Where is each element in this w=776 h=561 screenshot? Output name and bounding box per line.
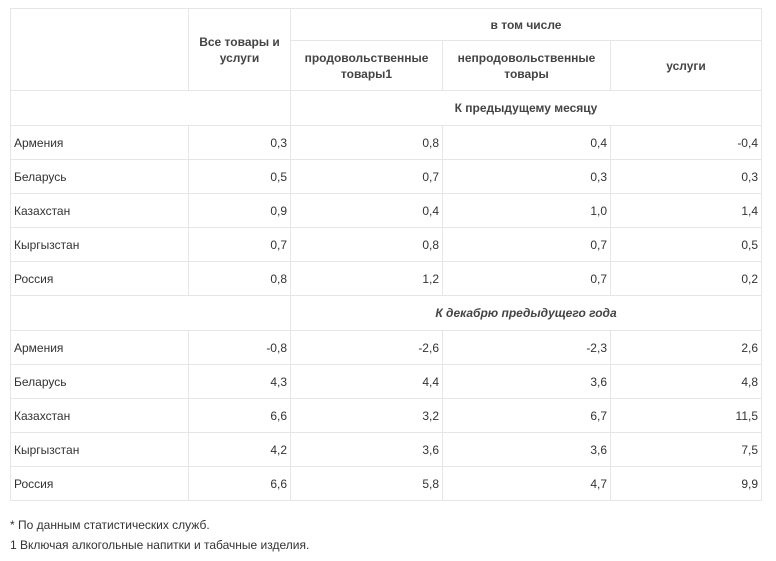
all-cell: 4,2 <box>188 432 291 467</box>
header-row-1: Все товары и услуги в том числе <box>10 8 762 91</box>
nonfood-cell: 0,4 <box>442 125 611 160</box>
food-cell: 1,2 <box>290 261 443 296</box>
services-cell: 1,4 <box>610 193 762 228</box>
footnotes: * По данным статистических служб. 1 Вклю… <box>10 515 309 555</box>
nonfood-cell: 3,6 <box>442 432 611 467</box>
food-cell: 4,4 <box>290 364 443 399</box>
country-cell: Беларусь <box>10 159 189 194</box>
country-cell: Россия <box>10 261 189 296</box>
nonfood-cell: 0,7 <box>442 261 611 296</box>
country-cell: Казахстан <box>10 398 189 433</box>
food-cell: 3,2 <box>290 398 443 433</box>
header-services: услуги <box>610 40 762 91</box>
header-including: в том числе <box>290 8 762 41</box>
all-cell: 0,5 <box>188 159 291 194</box>
table-row: Армения -0,8 -2,6 -2,3 2,6 <box>10 330 762 365</box>
services-cell: -0,4 <box>610 125 762 160</box>
nonfood-cell: 0,3 <box>442 159 611 194</box>
nonfood-cell: 6,7 <box>442 398 611 433</box>
all-cell: 6,6 <box>188 398 291 433</box>
table-row: Кыргызстан 4,2 3,6 3,6 7,5 <box>10 432 762 467</box>
footnote: * По данным статистических служб. <box>10 518 210 532</box>
services-cell: 7,5 <box>610 432 762 467</box>
all-cell: 0,9 <box>188 193 291 228</box>
all-cell: -0,8 <box>188 330 291 365</box>
section-title: К декабрю предыдущего года <box>290 295 762 331</box>
all-cell: 0,7 <box>188 227 291 262</box>
section-spacer <box>10 295 291 331</box>
food-cell: 3,6 <box>290 432 443 467</box>
table-row: Казахстан 6,6 3,2 6,7 11,5 <box>10 398 762 433</box>
services-cell: 0,3 <box>610 159 762 194</box>
table-row: Казахстан 0,9 0,4 1,0 1,4 <box>10 193 762 228</box>
table-row: Армения 0,3 0,8 0,4 -0,4 <box>10 125 762 160</box>
all-cell: 0,8 <box>188 261 291 296</box>
header-empty-cell <box>10 8 189 91</box>
header-food: продовольственные товары1 <box>290 40 443 91</box>
nonfood-cell: 3,6 <box>442 364 611 399</box>
all-cell: 6,6 <box>188 466 291 501</box>
section-row: К декабрю предыдущего года <box>10 295 762 331</box>
price-index-table: Все товары и услуги в том числе продовол… <box>10 8 762 501</box>
table-row: Беларусь 4,3 4,4 3,6 4,8 <box>10 364 762 399</box>
country-cell: Казахстан <box>10 193 189 228</box>
services-cell: 0,5 <box>610 227 762 262</box>
table-row: Россия 6,6 5,8 4,7 9,9 <box>10 466 762 501</box>
nonfood-cell: 1,0 <box>442 193 611 228</box>
table-row: Беларусь 0,5 0,7 0,3 0,3 <box>10 159 762 194</box>
country-cell: Россия <box>10 466 189 501</box>
section-title: К предыдущему месяцу <box>290 90 762 126</box>
country-cell: Армения <box>10 125 189 160</box>
header-all: Все товары и услуги <box>188 8 291 91</box>
nonfood-cell: 4,7 <box>442 466 611 501</box>
table-container: Все товары и услуги в том числе продовол… <box>10 8 762 501</box>
country-cell: Кыргызстан <box>10 432 189 467</box>
food-cell: 0,4 <box>290 193 443 228</box>
section-row: К предыдущему месяцу <box>10 90 762 126</box>
services-cell: 0,2 <box>610 261 762 296</box>
footnote: 1 Включая алкогольные напитки и табачные… <box>10 538 310 552</box>
food-cell: 5,8 <box>290 466 443 501</box>
services-cell: 4,8 <box>610 364 762 399</box>
country-cell: Беларусь <box>10 364 189 399</box>
country-cell: Кыргызстан <box>10 227 189 262</box>
table-row: Россия 0,8 1,2 0,7 0,2 <box>10 261 762 296</box>
nonfood-cell: 0,7 <box>442 227 611 262</box>
services-cell: 11,5 <box>610 398 762 433</box>
food-cell: 0,8 <box>290 125 443 160</box>
food-cell: 0,7 <box>290 159 443 194</box>
all-cell: 4,3 <box>188 364 291 399</box>
nonfood-cell: -2,3 <box>442 330 611 365</box>
country-cell: Армения <box>10 330 189 365</box>
food-cell: -2,6 <box>290 330 443 365</box>
header-row-2: продовольственные товары1 непродовольств… <box>11 40 762 91</box>
services-cell: 2,6 <box>610 330 762 365</box>
all-cell: 0,3 <box>188 125 291 160</box>
services-cell: 9,9 <box>610 466 762 501</box>
section-spacer <box>10 90 291 126</box>
food-cell: 0,8 <box>290 227 443 262</box>
table-row: Кыргызстан 0,7 0,8 0,7 0,5 <box>10 227 762 262</box>
header-nonfood: непродовольственные товары <box>442 40 611 91</box>
